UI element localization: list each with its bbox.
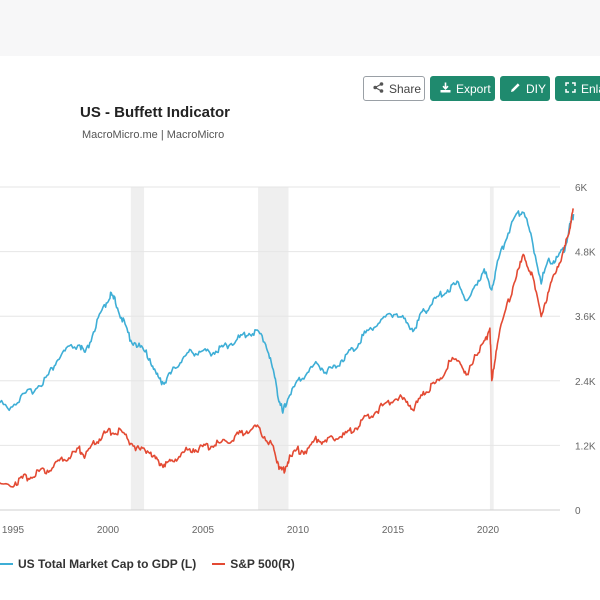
recession-shading-group <box>130 187 494 510</box>
recession-band-0 <box>130 187 145 510</box>
legend-swatch-market-cap <box>0 563 13 565</box>
series-line-market-cap <box>0 210 575 414</box>
expand-icon <box>565 81 576 96</box>
legend-label-sp500: S&P 500(R) <box>230 557 295 571</box>
series-lines <box>0 207 575 488</box>
y-tick-label: 6K <box>575 183 588 194</box>
share-button[interactable]: Share <box>363 76 425 101</box>
chart-legend: US Total Market Cap to GDP (L) S&P 500(R… <box>0 557 295 571</box>
share-label: Share <box>389 81 422 96</box>
enlarge-button[interactable]: Enla <box>555 76 600 101</box>
x-tick-label: 2020 <box>477 525 500 536</box>
legend-item-sp500[interactable]: S&P 500(R) <box>212 557 295 571</box>
y-tick-label: 0 <box>575 506 581 517</box>
x-tick-label: 2015 <box>382 525 405 536</box>
right-y-axis: 0 1.2K 2.4K 3.6K 4.8K 6K <box>575 183 596 517</box>
legend-label-market-cap: US Total Market Cap to GDP (L) <box>18 557 197 571</box>
legend-swatch-sp500 <box>212 563 226 565</box>
chart-subtitle: MacroMicro.me | MacroMicro <box>82 129 225 141</box>
pencil-icon <box>510 82 521 96</box>
export-label: Export <box>456 81 491 96</box>
grid-lines <box>0 186 560 511</box>
x-tick-label: 2005 <box>192 525 215 536</box>
y-tick-label: 1.2K <box>575 441 596 452</box>
y-tick-label: 4.8K <box>575 248 596 259</box>
y-tick-label: 2.4K <box>575 377 596 388</box>
recession-band-2 <box>489 187 494 510</box>
diy-button[interactable]: DIY <box>500 76 550 101</box>
y-tick-label: 3.6K <box>575 312 596 323</box>
chart-title: US - Buffett Indicator <box>80 104 230 121</box>
series-line-sp500 <box>0 207 575 488</box>
share-icon <box>373 81 384 96</box>
recession-band-1 <box>258 187 289 510</box>
x-tick-label: 2010 <box>287 525 310 536</box>
diy-label: DIY <box>526 81 547 96</box>
legend-item-market-cap[interactable]: US Total Market Cap to GDP (L) <box>0 557 196 571</box>
x-tick-label: 1995 <box>2 525 25 536</box>
download-icon <box>440 82 451 96</box>
x-tick-label: 2000 <box>97 525 120 536</box>
x-axis: 1995 2000 2005 2010 2015 2020 <box>2 525 500 536</box>
enlarge-label: Enla <box>581 81 600 96</box>
export-button[interactable]: Export <box>430 76 495 101</box>
